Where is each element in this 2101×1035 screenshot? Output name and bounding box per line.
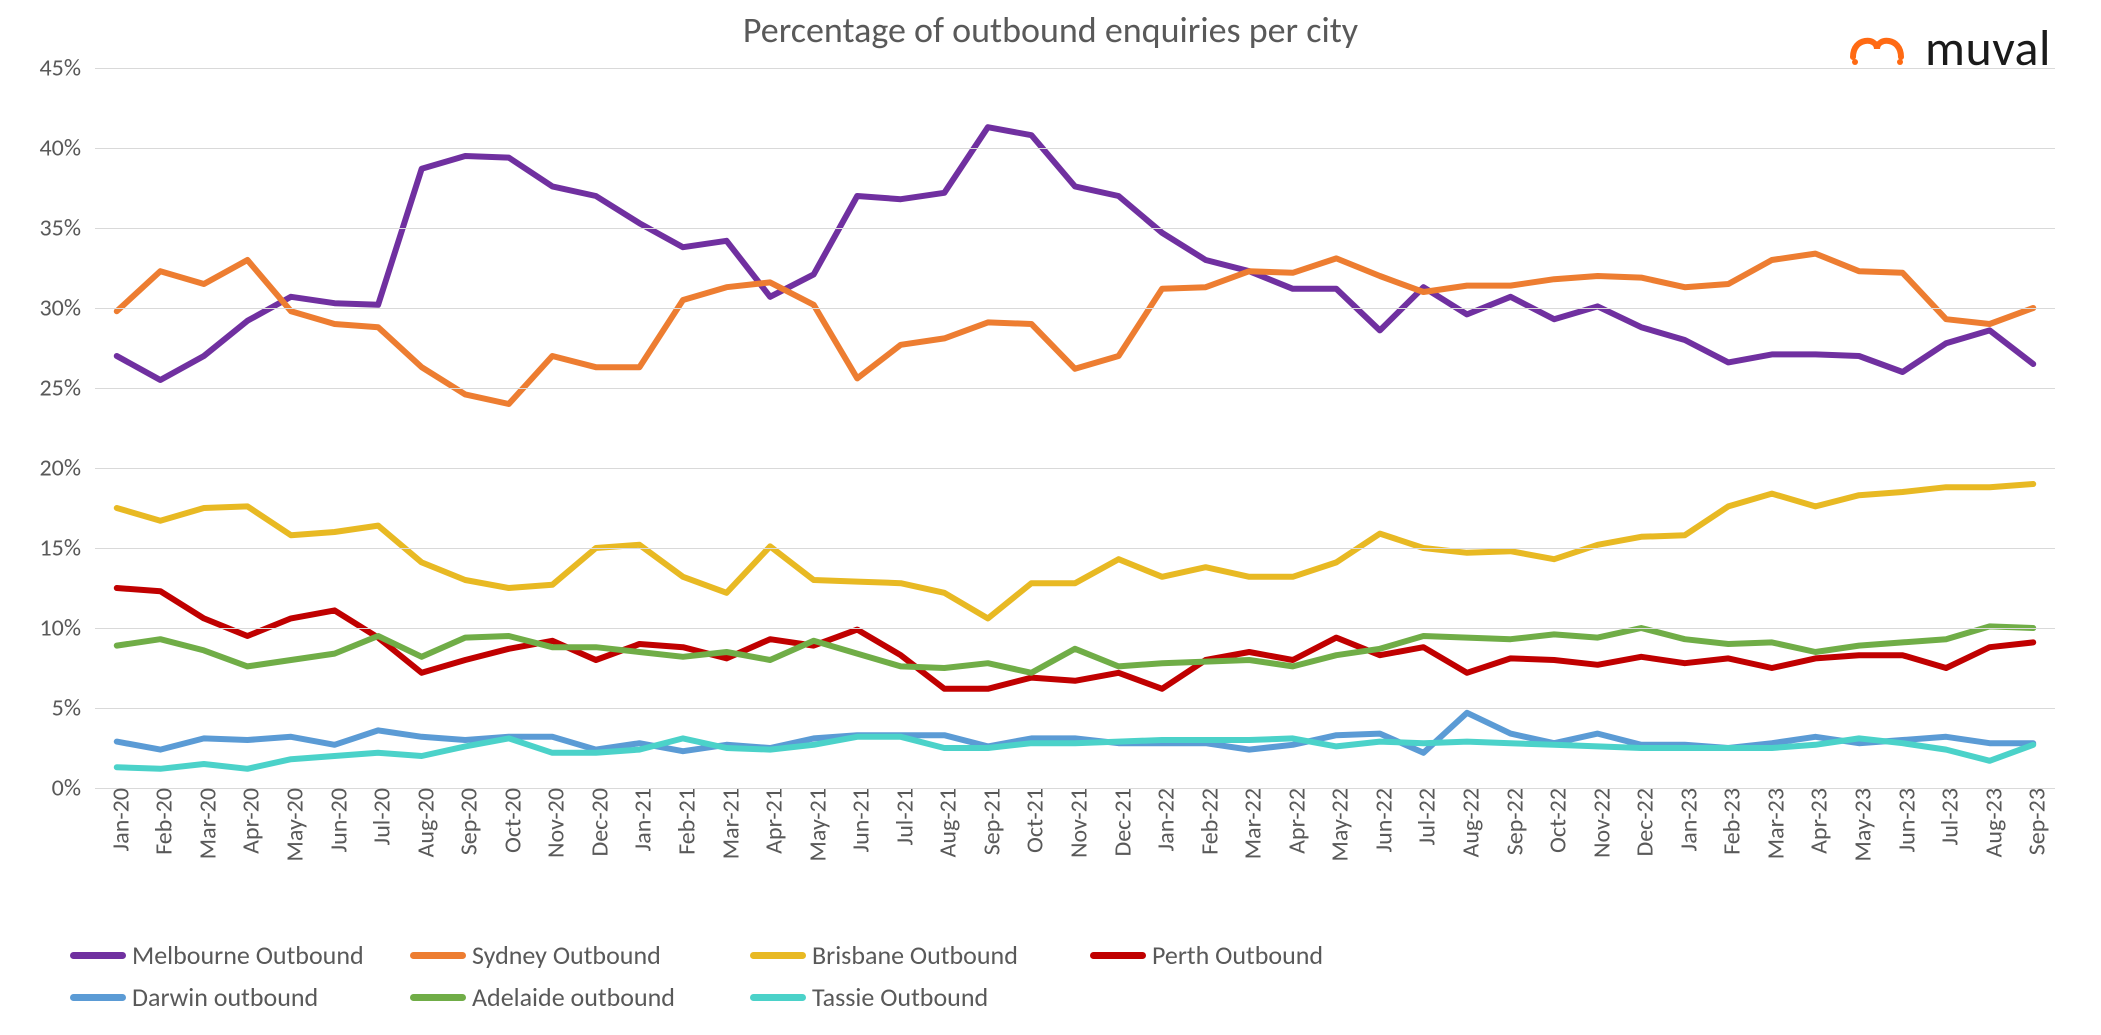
x-axis-label: Jan-21 xyxy=(621,788,658,851)
x-axis-label: May-23 xyxy=(1841,788,1878,862)
chart-legend: Melbourne Outbound Sydney Outbound Brisban… xyxy=(70,939,1670,1013)
x-axis-label: Dec-20 xyxy=(577,788,614,857)
x-axis-label: Aug-20 xyxy=(403,788,440,857)
gridline xyxy=(95,308,2055,309)
legend-item: Perth Outbound xyxy=(1090,939,1410,971)
x-axis-label: Mar-20 xyxy=(185,788,222,859)
x-axis-label: Jun-22 xyxy=(1361,788,1398,853)
legend-swatch xyxy=(1090,952,1146,959)
gridline xyxy=(95,628,2055,629)
x-axis-label: Jul-21 xyxy=(882,788,919,845)
x-axis-label: Aug-21 xyxy=(926,788,963,857)
gridline xyxy=(95,68,2055,69)
x-axis-label: Feb-22 xyxy=(1187,788,1224,855)
x-axis-label: Dec-22 xyxy=(1623,788,1660,857)
x-axis-label: Oct-22 xyxy=(1536,788,1573,853)
legend-item: Brisbane Outbound xyxy=(750,939,1070,971)
x-axis-label: Jul-20 xyxy=(360,788,397,845)
legend-item: Darwin outbound xyxy=(70,981,390,1013)
legend-item: Sydney Outbound xyxy=(410,939,730,971)
x-axis-label: Jul-23 xyxy=(1928,788,1965,845)
x-axis-label: Oct-21 xyxy=(1013,788,1050,853)
gridline xyxy=(95,228,2055,229)
series-line xyxy=(117,737,2033,769)
y-axis-label: 40% xyxy=(40,134,95,163)
y-axis-label: 30% xyxy=(40,294,95,323)
x-axis-label: Mar-22 xyxy=(1231,788,1268,859)
x-axis-label: Sep-23 xyxy=(2015,788,2052,855)
chart-lines-svg xyxy=(95,68,2055,788)
legend-item: Adelaide outbound xyxy=(410,981,730,1013)
x-axis-label: Apr-23 xyxy=(1797,788,1834,854)
x-axis-label: Nov-21 xyxy=(1057,788,1094,858)
x-axis-label: Feb-21 xyxy=(665,788,702,855)
legend-item: Tassie Outbound xyxy=(750,981,1070,1013)
x-axis-label: May-22 xyxy=(1318,788,1355,862)
gridline xyxy=(95,548,2055,549)
x-axis-label: Sep-21 xyxy=(969,788,1006,855)
x-axis-label: Nov-20 xyxy=(534,788,571,858)
x-axis-label: Nov-22 xyxy=(1579,788,1616,858)
chart-container: Percentage of outbound enquiries per cit… xyxy=(0,0,2101,1035)
x-axis-label: Jun-21 xyxy=(839,788,876,853)
legend-label: Brisbane Outbound xyxy=(812,939,1018,971)
legend-label: Adelaide outbound xyxy=(472,981,675,1013)
chart-title: Percentage of outbound enquiries per cit… xyxy=(0,8,2101,52)
legend-swatch xyxy=(70,994,126,1001)
legend-label: Tassie Outbound xyxy=(812,981,988,1013)
x-axis-label: Aug-23 xyxy=(1971,788,2008,857)
x-axis-label: Feb-20 xyxy=(142,788,179,855)
y-axis-label: 15% xyxy=(40,534,95,563)
legend-swatch xyxy=(410,994,466,1001)
legend-label: Darwin outbound xyxy=(132,981,318,1013)
x-axis-label: Sep-20 xyxy=(447,788,484,855)
series-line xyxy=(117,254,2033,404)
legend-swatch xyxy=(750,952,806,959)
y-axis-label: 35% xyxy=(40,214,95,243)
x-axis-label: Apr-22 xyxy=(1274,788,1311,854)
y-axis-label: 0% xyxy=(52,774,95,803)
y-axis-label: 45% xyxy=(40,54,95,83)
legend-swatch xyxy=(410,952,466,959)
x-axis-label: Apr-20 xyxy=(229,788,266,854)
gridline xyxy=(95,388,2055,389)
x-axis-label: Dec-21 xyxy=(1100,788,1137,857)
x-axis-label: Mar-23 xyxy=(1753,788,1790,859)
gridline xyxy=(95,148,2055,149)
series-line xyxy=(117,588,2033,689)
muval-loops-icon xyxy=(1843,25,1913,72)
x-axis-label: Apr-21 xyxy=(752,788,789,854)
x-axis-label: Jan-20 xyxy=(98,788,135,851)
x-axis-label: Jan-22 xyxy=(1144,788,1181,851)
x-axis-label: Jul-22 xyxy=(1405,788,1442,845)
series-line xyxy=(117,127,2033,380)
legend-item: Melbourne Outbound xyxy=(70,939,390,971)
y-axis-label: 5% xyxy=(52,694,95,723)
series-line xyxy=(117,484,2033,618)
x-axis-label: Sep-22 xyxy=(1492,788,1529,855)
x-axis-label: May-20 xyxy=(273,788,310,862)
legend-label: Perth Outbound xyxy=(1152,939,1323,971)
y-axis-label: 25% xyxy=(40,374,95,403)
legend-swatch xyxy=(750,994,806,1001)
legend-label: Melbourne Outbound xyxy=(132,939,364,971)
legend-swatch xyxy=(70,952,126,959)
x-axis-label: Aug-22 xyxy=(1449,788,1486,857)
x-axis-label: Oct-20 xyxy=(490,788,527,853)
y-axis-label: 10% xyxy=(40,614,95,643)
x-axis-label: Feb-23 xyxy=(1710,788,1747,855)
x-axis-label: Jan-23 xyxy=(1666,788,1703,851)
x-axis-label: May-21 xyxy=(795,788,832,862)
x-axis-label: Mar-21 xyxy=(708,788,745,859)
series-line xyxy=(117,626,2033,672)
plot-area: 0%5%10%15%20%25%30%35%40%45%Jan-20Feb-20… xyxy=(95,68,2055,788)
gridline xyxy=(95,468,2055,469)
legend-label: Sydney Outbound xyxy=(472,939,661,971)
gridline xyxy=(95,708,2055,709)
x-axis-label: Jun-23 xyxy=(1884,788,1921,853)
x-axis-label: Jun-20 xyxy=(316,788,353,853)
y-axis-label: 20% xyxy=(40,454,95,483)
